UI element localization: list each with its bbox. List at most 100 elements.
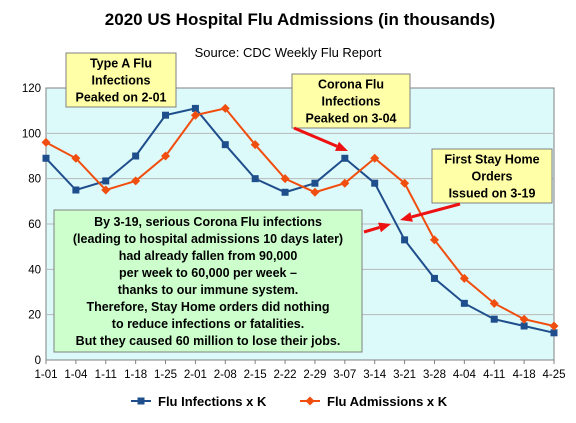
annotation-box <box>65 52 177 108</box>
data-point <box>459 273 469 283</box>
annotation-box <box>53 209 363 353</box>
x-tick-label: 3-28 <box>423 369 446 381</box>
y-tick-label: 100 <box>22 128 41 140</box>
data-point <box>190 110 200 120</box>
series-line <box>45 107 555 334</box>
annotation-summary: By 3-19, serious Corona Flu infections (l… <box>53 209 363 353</box>
data-point <box>71 153 81 163</box>
data-point <box>281 188 289 196</box>
annotation-text: But they caused 60 million to lose their… <box>76 334 341 348</box>
legend-label: Flu Admissions x K <box>327 394 448 409</box>
x-tick-label: 2-29 <box>303 369 326 381</box>
arrow-shaft <box>363 225 380 234</box>
data-point <box>41 137 51 147</box>
data-point <box>280 174 290 184</box>
data-point <box>102 177 110 185</box>
annotation-text: By 3-19, serious Corona Flu infections <box>94 215 322 229</box>
y-tick-label: 0 <box>35 355 41 367</box>
legend-marker <box>305 396 315 406</box>
x-tick-label: 1-11 <box>95 369 117 381</box>
y-tick-label: 80 <box>28 174 41 186</box>
annotation-box <box>431 148 553 204</box>
annotation-corona: Corona Flu Infections Peaked on 3-04 <box>291 73 411 129</box>
y-tick-label: 120 <box>22 83 41 95</box>
chart-subtitle: Source: CDC Weekly Flu Report <box>195 45 382 60</box>
annotation-type-a: Type A Flu Infections Peaked on 2-01 <box>65 52 177 108</box>
data-point <box>72 186 80 194</box>
annotation-text: to reduce infections or fatalities. <box>112 317 304 331</box>
y-tick-label: 60 <box>28 219 41 231</box>
annotation-text: Therefore, Stay Home orders did nothing <box>86 300 329 314</box>
chart-title: 2020 US Hospital Flu Admissions (in thou… <box>105 10 495 29</box>
series-flu-infections <box>42 104 558 337</box>
data-point <box>400 178 410 188</box>
legend: Flu Infections x K Flu Admissions x K <box>131 394 448 409</box>
data-point <box>42 154 50 162</box>
x-tick-label: 4-25 <box>542 369 565 381</box>
data-point <box>220 103 230 113</box>
arrow-shaft <box>411 202 461 219</box>
annotation-text: had already fallen from 90,000 <box>119 249 298 263</box>
x-tick-label: 2-22 <box>274 369 297 381</box>
arrow-stay-home <box>400 202 461 222</box>
series-flu-admissions <box>41 103 559 331</box>
x-tick-label: 1-01 <box>34 369 57 381</box>
annotation-text: Peaked on 3-04 <box>305 112 396 126</box>
y-tick-label: 40 <box>28 264 41 276</box>
data-point <box>429 235 439 245</box>
x-tick-label: 1-25 <box>154 369 177 381</box>
annotation-text: thanks to our immune system. <box>118 283 299 297</box>
annotation-text: First Stay Home <box>444 153 539 167</box>
data-point <box>489 298 499 308</box>
data-point <box>520 322 528 330</box>
data-point <box>221 141 229 149</box>
annotation-text: per week to 60,000 per week – <box>119 266 297 280</box>
axes: 0 20 40 60 80 100 120 1-01 1-04 1-11 1-18 1-25 2-01 2… <box>22 83 566 381</box>
data-point <box>490 315 498 323</box>
data-point <box>401 236 409 244</box>
annotation-box <box>291 73 411 129</box>
arrow-head <box>335 141 348 151</box>
x-tick-label: 4-04 <box>453 369 477 381</box>
legend-item-flu-infections: Flu Infections x K <box>131 394 267 409</box>
data-point <box>341 154 349 162</box>
arrow-corona <box>293 126 348 151</box>
data-point <box>371 179 379 187</box>
x-tick-label: 2-01 <box>184 369 207 381</box>
arrow-shaft <box>293 126 338 148</box>
legend-marker <box>137 397 145 405</box>
annotation-text: Type A Flu <box>90 57 152 71</box>
x-tick-label: 1-18 <box>124 369 147 381</box>
data-point <box>550 329 558 337</box>
data-point <box>161 151 171 161</box>
data-point <box>251 175 259 183</box>
arrow-head <box>400 212 413 222</box>
data-point <box>311 179 319 187</box>
annotation-stay-home: First Stay Home Orders Issued on 3-19 <box>431 148 553 204</box>
x-tick-label: 3-21 <box>393 369 416 381</box>
legend-label: Flu Infections x K <box>158 394 267 409</box>
annotation-text: Orders <box>472 170 513 184</box>
legend-item-flu-admissions: Flu Admissions x K <box>300 394 448 409</box>
x-tick-label: 1-04 <box>64 369 88 381</box>
data-point <box>430 274 438 282</box>
data-point <box>370 153 380 163</box>
annotation-text: Corona Flu <box>318 78 384 92</box>
x-tick-label: 4-18 <box>513 369 536 381</box>
y-tick-label: 20 <box>28 310 41 322</box>
series-line <box>45 107 555 327</box>
arrow-head <box>378 222 391 233</box>
annotations: Type A Flu Infections Peaked on 2-01 Corona… <box>53 52 553 353</box>
data-point <box>549 321 559 331</box>
x-tick-label: 2-15 <box>244 369 267 381</box>
annotation-text: Infections <box>91 74 150 88</box>
data-point <box>131 176 141 186</box>
data-point <box>310 187 320 197</box>
annotation-text: Peaked on 2-01 <box>75 91 166 105</box>
annotation-text: Issued on 3-19 <box>449 187 536 201</box>
data-point <box>519 314 529 324</box>
data-point <box>101 185 111 195</box>
annotation-text: (leading to hospital admissions 10 days … <box>73 232 343 246</box>
data-point <box>191 104 199 112</box>
